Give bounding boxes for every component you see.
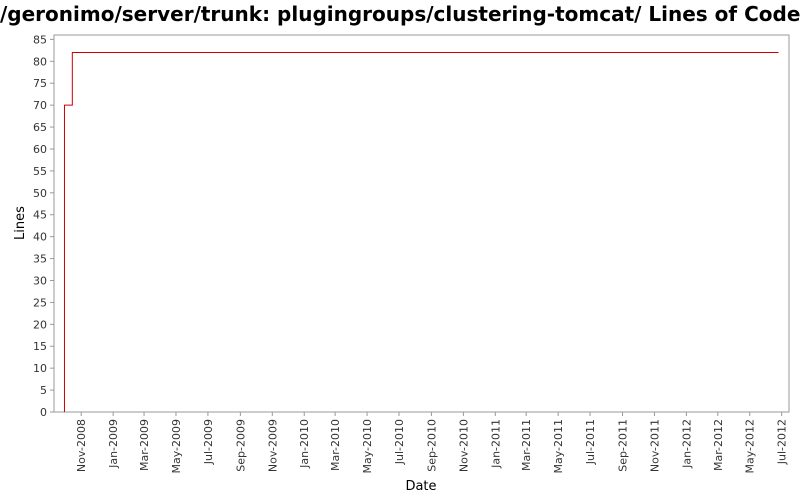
y-tick-label: 30 [33, 274, 47, 287]
x-tick-label: May-2011 [552, 419, 565, 474]
x-tick-label: May-2009 [170, 419, 183, 474]
x-tick-label: Jan-2011 [489, 419, 502, 469]
y-tick-label: 85 [33, 33, 47, 46]
y-tick-label: 65 [33, 121, 47, 134]
x-tick-label: Jan-2009 [107, 419, 120, 469]
x-tick-label: Jan-2012 [680, 419, 693, 469]
y-tick-label: 40 [33, 231, 47, 244]
x-tick-label: Jul-2010 [393, 419, 406, 465]
y-tick-label: 15 [33, 340, 47, 353]
x-tick-label: Sep-2009 [234, 419, 247, 472]
y-tick-label: 5 [40, 384, 47, 397]
x-tick-label: Sep-2010 [425, 419, 438, 472]
y-tick-label: 35 [33, 253, 47, 266]
x-tick-label: Jan-2010 [298, 419, 311, 469]
y-tick-label: 60 [33, 143, 47, 156]
y-tick-label: 70 [33, 99, 47, 112]
y-tick-label: 55 [33, 165, 47, 178]
x-tick-label: Nov-2011 [648, 419, 661, 472]
x-tick-label: Nov-2009 [266, 419, 279, 472]
y-tick-label: 50 [33, 187, 47, 200]
y-tick-label: 25 [33, 296, 47, 309]
y-tick-label: 75 [33, 77, 47, 90]
y-axis: 0 5 10 15 20 25 30 35 40 45 50 55 60 65 70 75 80 85 [33, 33, 54, 419]
chart-title: /geronimo/server/trunk: plugingroups/clu… [0, 2, 800, 26]
x-tick-label: May-2010 [361, 419, 374, 474]
x-axis-title: Date [405, 479, 436, 494]
x-tick-label: Mar-2012 [712, 419, 725, 471]
lines-of-code-series [63, 52, 779, 412]
x-tick-label: Nov-2010 [457, 419, 470, 472]
x-tick-label: Nov-2008 [75, 419, 88, 472]
y-tick-label: 45 [33, 209, 47, 222]
y-tick-label: 0 [40, 406, 47, 419]
x-axis: Nov-2008 Jan-2009 Mar-2009 May-2009 Jul-2009… [75, 412, 789, 474]
plot-area [53, 34, 790, 413]
x-tick-label: Mar-2009 [138, 419, 151, 471]
y-axis-title: Lines [13, 206, 28, 240]
y-tick-label: 80 [33, 55, 47, 68]
x-tick-label: Mar-2011 [520, 419, 533, 471]
x-tick-label: Jul-2011 [584, 419, 597, 465]
y-tick-label: 20 [33, 318, 47, 331]
y-tick-label: 10 [33, 362, 47, 375]
x-tick-label: Sep-2011 [617, 419, 630, 472]
x-tick-label: May-2012 [744, 419, 757, 474]
x-tick-label: Jul-2009 [202, 419, 215, 465]
x-tick-label: Mar-2010 [329, 419, 342, 471]
x-tick-label: Jul-2012 [776, 419, 789, 465]
series-layer [63, 52, 779, 412]
